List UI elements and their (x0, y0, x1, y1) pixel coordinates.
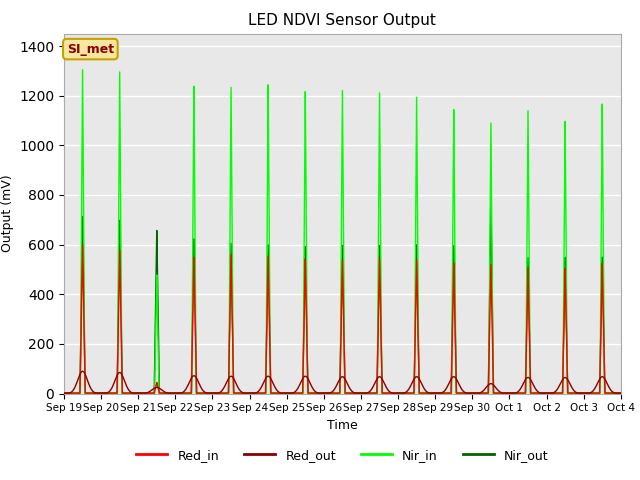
Text: SI_met: SI_met (67, 43, 114, 56)
Legend: Red_in, Red_out, Nir_in, Nir_out: Red_in, Red_out, Nir_in, Nir_out (131, 444, 554, 467)
Y-axis label: Output (mV): Output (mV) (1, 175, 13, 252)
X-axis label: Time: Time (327, 419, 358, 432)
Title: LED NDVI Sensor Output: LED NDVI Sensor Output (248, 13, 436, 28)
